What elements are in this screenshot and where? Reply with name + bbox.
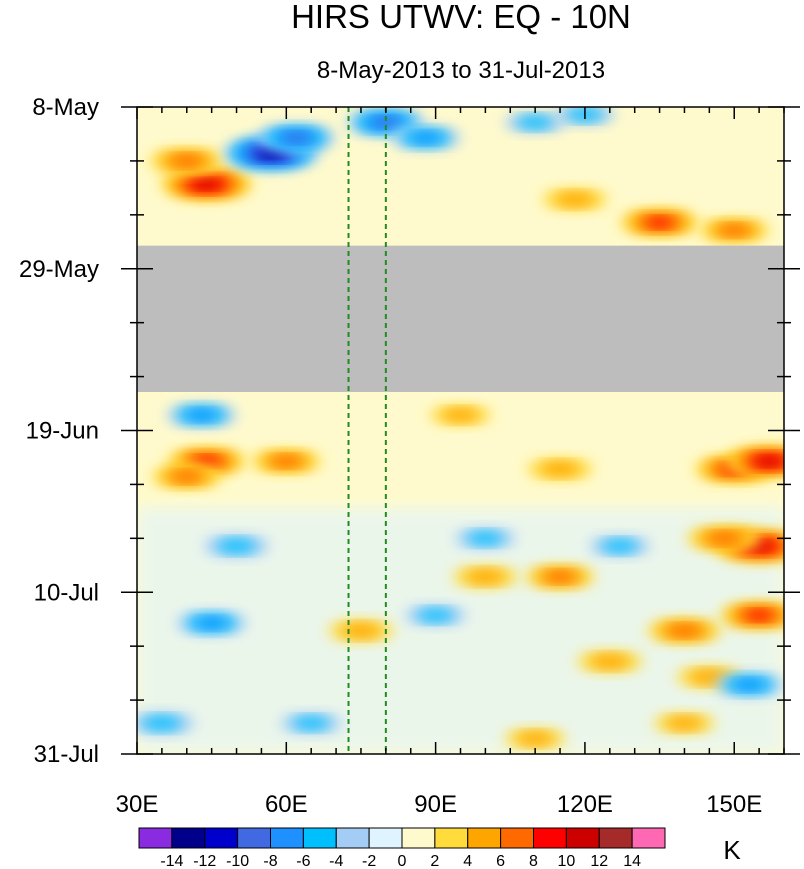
missing-data-region [137,245,784,392]
colorbar-label: -2 [362,853,376,869]
field-feature [410,132,441,143]
field-feature [194,179,220,189]
field-feature [601,539,639,553]
field-feature [171,471,202,482]
field-feature [260,149,283,158]
field-feature [540,462,580,476]
field-feature [196,618,227,629]
colorbar-swatch [368,827,403,849]
colorbar-label: -6 [296,853,310,869]
colorbar-label: -12 [193,853,216,869]
chart-subtitle: 8-May-2013 to 31-Jul-2013 [317,57,605,84]
chart-title: HIRS UTWV: EQ - 10N [291,0,631,35]
colorbar-label: -8 [263,853,277,869]
colorbar-swatch [204,827,239,849]
colorbar-units: K [723,835,741,865]
colorbar-label: 14 [623,853,641,869]
field-feature [170,155,203,167]
field-feature [719,225,750,236]
field-feature [708,532,741,544]
x-tick-label: 60E [265,791,308,818]
colorbar-swatch [401,827,436,849]
colorbar-label: -4 [329,853,343,869]
field-feature [516,116,554,129]
missing-data-band [137,245,784,392]
colorbar-swatch [434,827,469,849]
colorbar-label: 10 [557,853,575,869]
field-feature [193,456,220,466]
field-feature [466,532,504,545]
y-tick-label: 10-Jul [34,579,99,606]
colorbar-label: -10 [226,853,249,869]
colorbar-swatch [171,827,206,849]
y-axis: 8-May 29-May 19-Jun 10-Jul 31-Jul [19,94,800,768]
colorbar-swatch [335,827,370,849]
field-feature [590,654,630,669]
x-axis: 30E 60E 90E 120E 150E [116,107,785,818]
field-feature [271,456,302,467]
y-tick-label: 19-Jun [26,418,99,445]
field-feature [292,717,330,730]
field-feature [142,716,182,730]
colorbar-label: 6 [496,853,505,869]
field-feature [372,117,400,127]
colorbar-swatch [565,827,600,849]
y-tick-label: 29-May [19,256,99,283]
field-feature [283,133,310,143]
field-feature [216,539,257,553]
x-tick-label: 150E [706,791,762,818]
field-feature [465,570,506,584]
field-feature [341,624,381,638]
x-tick-label: 90E [414,791,457,818]
colorbar-swatch [270,827,304,849]
field-feature [516,732,554,745]
colorbar-swatch [598,827,633,849]
field-feature [646,218,673,228]
x-tick-label: 30E [116,791,159,818]
x-tick-label: 120E [557,791,613,818]
colorbar-swatch [237,827,271,849]
plot-area [137,107,784,754]
field-feature [665,717,703,730]
colorbar-label: 2 [430,853,439,869]
field-feature [544,571,576,582]
colorbar-label: 12 [590,853,608,869]
anomaly-field [137,107,784,754]
field-feature [757,457,782,466]
y-tick-label: 8-May [32,94,99,121]
colorbar-swatch [302,827,337,849]
field-feature [417,609,455,622]
colorbar-label: 0 [398,853,407,869]
field-feature [668,625,701,637]
field-feature [442,408,479,422]
y-tick-label: 31-Jul [34,741,99,768]
field-feature [555,192,595,207]
colorbar-label: 8 [529,853,538,869]
field-feature [745,610,773,620]
colorbar-swatch [467,827,502,849]
field-feature [186,410,217,421]
colorbar-swatch [631,827,666,849]
colorbar-label: 4 [463,853,472,869]
colorbar-label: -14 [160,853,183,869]
colorbar-swatch [500,827,534,849]
colorbar-swatch [533,827,567,849]
field-feature [734,679,765,690]
colorbar-swatch [138,827,173,849]
colorbar: -14 -12 -10 -8 -6 -4 -2 0 2 4 6 8 10 12 14 [138,827,666,869]
